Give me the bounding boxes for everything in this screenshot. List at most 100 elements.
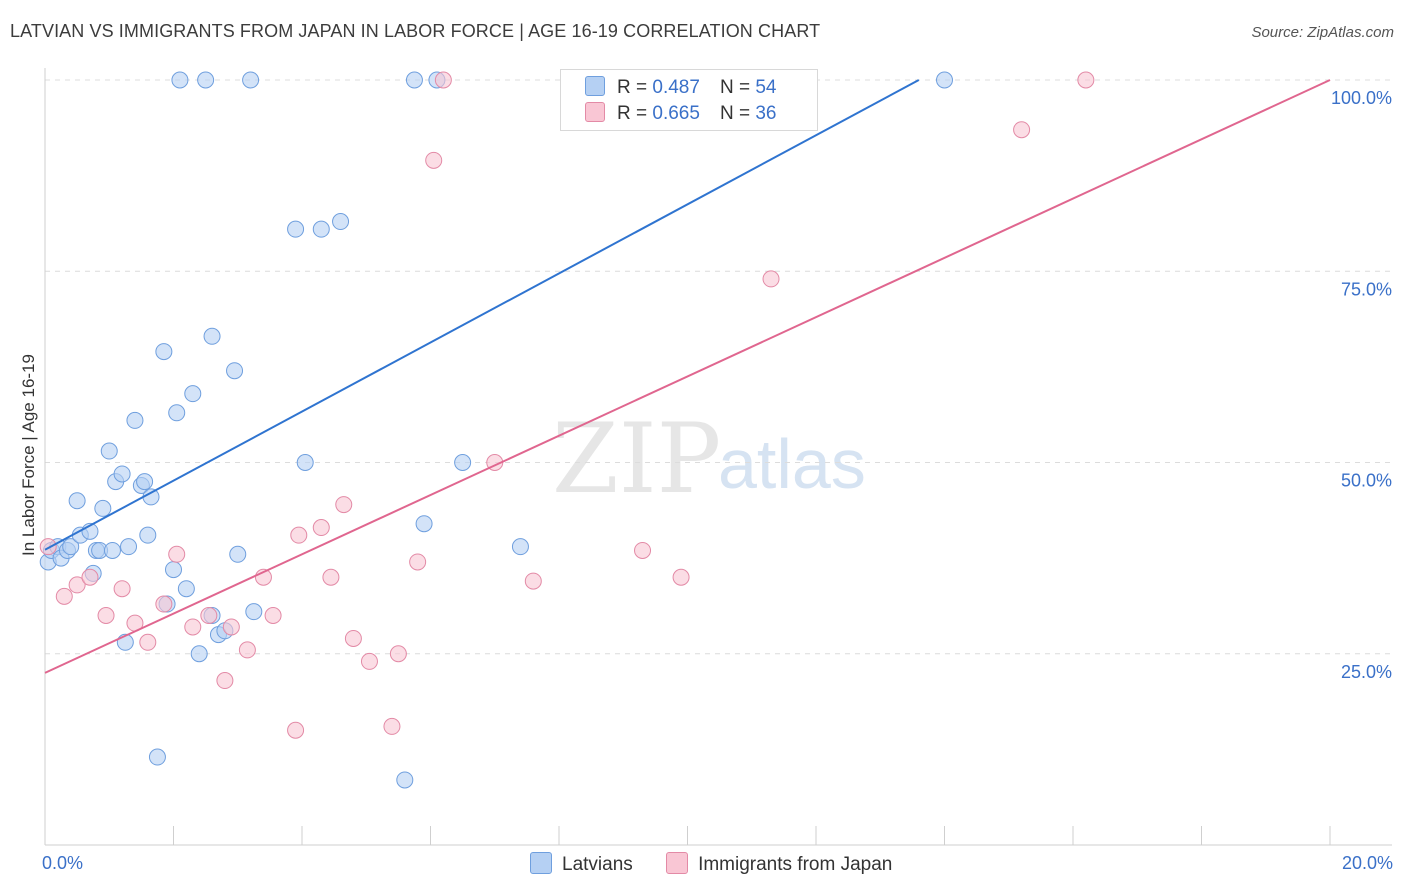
series-swatch-japan <box>666 852 689 874</box>
series-legend-latvians[interactable]: Latvians <box>530 852 633 876</box>
x-tick-label: 0.0% <box>42 853 83 873</box>
japan-point <box>409 553 427 571</box>
japan-point <box>238 641 256 659</box>
japan-point <box>389 645 407 663</box>
latvians-point <box>103 541 121 559</box>
japan-point <box>290 526 308 544</box>
latvians-point <box>405 71 423 89</box>
japan-point <box>360 652 378 670</box>
japan-point <box>222 618 240 636</box>
latvians-point <box>68 492 86 510</box>
legend-r-label: R = <box>617 77 648 98</box>
latvians-point <box>229 545 247 563</box>
legend-n-value: 36 <box>755 103 777 124</box>
watermark-atlas: atlas <box>718 425 866 503</box>
x-tick-label: 20.0% <box>1342 853 1393 873</box>
latvians-point <box>184 385 202 403</box>
latvians-point <box>142 488 160 506</box>
source-credit: Source: ZipAtlas.com <box>1251 24 1394 41</box>
japan-point <box>264 607 282 624</box>
latvians-point <box>165 561 182 579</box>
japan-point <box>634 541 652 559</box>
latvians-point <box>226 362 244 380</box>
japan-point <box>184 618 202 636</box>
japan-point <box>425 151 443 169</box>
latvians-point <box>312 220 330 238</box>
japan-point <box>524 572 542 590</box>
japan-point <box>113 580 131 598</box>
y-tick-label: 75.0% <box>1341 279 1392 299</box>
latvians-point <box>511 538 529 556</box>
latvians-point <box>139 526 157 544</box>
japan-point <box>97 607 115 624</box>
japan-point <box>672 568 690 586</box>
latvians-point <box>94 499 112 517</box>
legend-n-value: 54 <box>755 77 777 98</box>
latvians-point <box>203 327 221 345</box>
japan-point <box>68 576 86 594</box>
y-tick-label: 100.0% <box>1331 88 1392 108</box>
japan-point <box>344 629 362 647</box>
trend-lines <box>44 79 1331 674</box>
series-swatch-latvians <box>530 852 552 874</box>
japan-point <box>287 721 305 739</box>
japan-point <box>1077 71 1095 89</box>
legend-row-japan: R = 0.665 N = 36 <box>585 102 776 126</box>
japan-point <box>55 587 73 605</box>
tick-labels: 25.0% 50.0% 75.0% 100.0% 0.0% 20.0% <box>42 88 1393 873</box>
japan-point <box>39 538 57 556</box>
y-tick-label: 50.0% <box>1341 471 1392 491</box>
latvians-point <box>287 220 305 238</box>
y-axis-title: In Labor Force | Age 16-19 <box>19 354 38 556</box>
chart-title: LATVIAN VS IMMIGRANTS FROM JAPAN IN LABO… <box>10 21 821 41</box>
japan-point <box>168 545 186 563</box>
japan-point <box>312 519 330 537</box>
legend-r-value: 0.665 <box>652 103 700 124</box>
latvians-point <box>332 213 350 231</box>
legend-swatch-japan <box>585 102 605 122</box>
latvians-point <box>155 343 173 361</box>
legend-r-label: R = <box>617 103 648 124</box>
legend-n-label: N = <box>719 103 751 124</box>
watermark: ZIP atlas <box>552 403 866 515</box>
latvians-point <box>177 580 195 598</box>
watermark-zip: ZIP <box>552 403 721 515</box>
legend-r-value: 0.487 <box>652 77 700 98</box>
legend-swatch-latvians <box>585 76 605 96</box>
latvians-point <box>168 404 186 422</box>
legend-row-latvians: R = 0.487 N = 54 <box>585 76 776 100</box>
series-label-latvians: Latvians <box>562 854 633 875</box>
japan-point <box>1013 121 1031 139</box>
japan-point <box>139 633 157 651</box>
japan-point <box>383 717 401 735</box>
series-legend: Latvians Immigrants from Japan <box>530 852 920 876</box>
latvians-point <box>242 71 260 89</box>
latvians-point <box>100 442 118 460</box>
japan-point <box>335 496 353 514</box>
gridlines <box>45 79 1392 655</box>
stats-legend: R = 0.487 N = 54 R = 0.665 N = 36 <box>560 69 818 131</box>
latvians-point <box>171 71 189 89</box>
japan-point <box>216 672 234 690</box>
japan-point <box>155 595 173 613</box>
series-legend-japan[interactable]: Immigrants from Japan <box>666 852 892 876</box>
latvians-point <box>190 645 208 663</box>
latvians-trend-line <box>44 79 920 551</box>
latvians-point <box>296 454 314 471</box>
latvians-point <box>113 465 131 483</box>
japan-point <box>434 71 452 89</box>
japan-trend-line <box>44 79 1331 674</box>
legend-n-label: N = <box>719 77 751 98</box>
latvians-point <box>136 473 154 491</box>
latvians-point <box>454 454 472 471</box>
y-tick-label: 25.0% <box>1341 662 1392 682</box>
latvians-point <box>148 748 166 766</box>
latvians-point <box>62 538 80 556</box>
series-label-japan: Immigrants from Japan <box>698 854 893 875</box>
latvians-point <box>396 771 414 789</box>
latvians-point <box>126 411 144 429</box>
axes <box>44 68 1392 846</box>
japan-point <box>200 607 218 624</box>
latvians-point <box>245 603 263 621</box>
